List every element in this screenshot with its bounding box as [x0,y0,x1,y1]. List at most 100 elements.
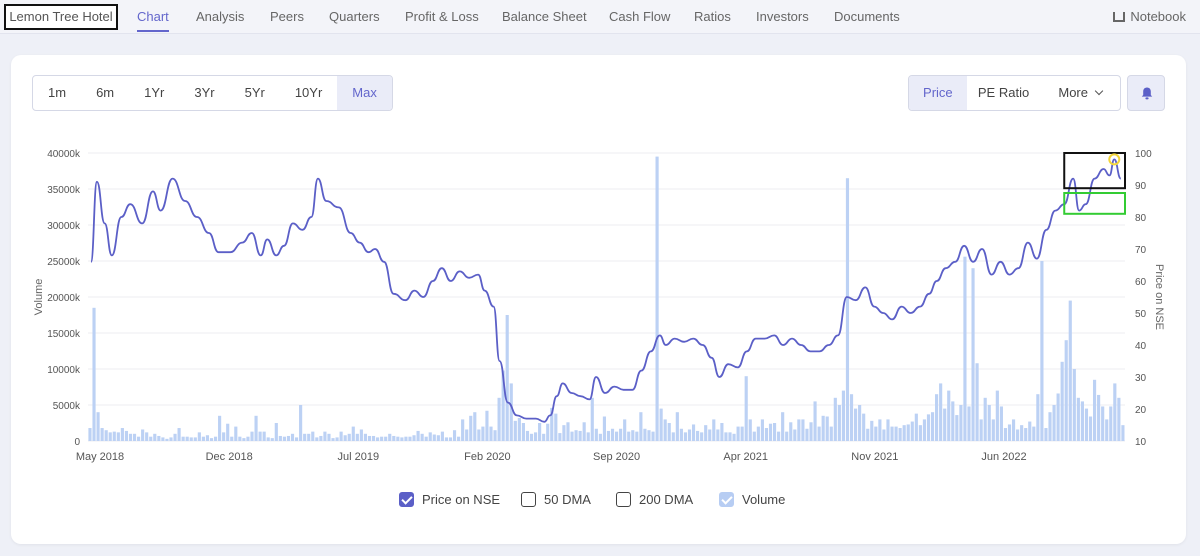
volume-bar [821,415,825,441]
volume-bar [829,426,833,441]
volume-bar [461,419,465,441]
volume-bar [485,410,489,441]
volume-bar [712,419,716,441]
volume-bar [951,401,955,441]
volume-bar [740,426,744,441]
volume-bar [331,438,335,441]
volume-bar [497,397,501,441]
volume-bar [457,436,461,441]
x-tick-label: Nov 2021 [851,451,898,463]
range-10yr[interactable]: 10Yr [294,85,323,100]
volume-bar [1072,369,1076,441]
notebook-link[interactable]: Notebook [1113,9,1186,24]
volume-bar [250,431,254,441]
legend-50-dma[interactable]: 50 DMA [521,490,591,508]
legend-volume[interactable]: Volume [719,490,785,508]
tab-profit-loss[interactable]: Profit & Loss [405,9,479,24]
volume-bar [141,429,145,441]
volume-bar [914,413,918,441]
volume-bar [955,415,959,441]
volume-bar [1121,425,1125,441]
metric-more-dropdown[interactable]: More [1040,76,1120,110]
volume-bar [752,431,756,441]
volume-bar [768,423,773,441]
tab-documents[interactable]: Documents [834,9,900,24]
range-max[interactable]: Max [337,76,392,110]
volume-bar [424,436,428,441]
volume-bar [1020,425,1024,441]
volume-bar [947,390,951,441]
tab-chart[interactable]: Chart [137,9,169,24]
checkbox-unchecked-icon [616,491,631,507]
legend-volume-label: Volume [742,491,786,507]
volume-bar [619,428,623,441]
volume-bar [88,428,92,441]
tab-investors[interactable]: Investors [756,9,809,24]
range-1yr[interactable]: 1Yr [144,85,165,100]
volume-bar [805,428,809,441]
volume-bar [833,397,837,441]
tab-peers[interactable]: Peers [270,9,304,24]
checkbox-checked-icon [399,491,414,507]
volume-bar [149,436,153,441]
y-left-tick-label: 25000k [47,257,81,268]
volume-bar [602,416,606,441]
volume-bar [124,430,129,441]
volume-bar [1040,261,1044,441]
legend-price-on-nse[interactable]: Price on NSE [399,490,500,508]
annotations [1063,152,1126,215]
range-3yr[interactable]: 3Yr [194,85,215,100]
volume-bar [404,436,408,441]
tab-ratios[interactable]: Ratios [694,9,731,24]
alert-button[interactable] [1127,75,1165,111]
volume-bar [943,408,947,441]
volume-bar [157,435,161,441]
tab-cash-flow[interactable]: Cash Flow [609,9,671,24]
volume-bar [708,429,712,441]
range-5yr[interactable]: 5Yr [244,85,265,100]
volume-bar [939,383,943,441]
volume-bar [416,430,420,441]
tab-analysis[interactable]: Analysis [196,9,245,24]
tab-balance-sheet[interactable]: Balance Sheet [502,9,587,24]
volume-bar [218,415,222,441]
volume-bar [282,436,286,441]
volume-bar [274,423,278,441]
volume-bar [777,431,781,441]
volume-bar [1044,428,1048,441]
volume-bar [335,437,339,441]
volume-bar [983,397,987,441]
range-1m[interactable]: 1m [48,85,67,100]
volume-bar [145,432,149,441]
volume-bar [866,428,870,441]
volume-bar [258,431,262,441]
volume-bar [971,268,975,441]
y-left-tick-label: 15000k [47,329,81,340]
volume-bar [675,412,679,441]
volume-bar [574,430,578,441]
range-6m[interactable]: 6m [96,85,115,100]
volume-bar [655,156,659,441]
legend-200-dma[interactable]: 200 DMA [616,490,693,508]
price-line-group [90,158,1122,423]
volume-bar [849,394,854,441]
volume-bar [1064,340,1068,441]
volume-bar [311,431,315,441]
tab-quarters[interactable]: Quarters [329,9,380,24]
volume-bar [355,433,359,441]
volume-bar [226,423,230,441]
metric-price-button[interactable]: Price [909,76,967,110]
volume-bar [858,405,862,441]
volume-bar [278,435,282,441]
y-left-tick-label: 0 [74,437,80,448]
y-left-tick-label: 5000k [53,401,81,412]
metric-pe-ratio-button[interactable]: PE Ratio [977,85,1030,100]
y-right-axis-title: Price on NSE [1153,264,1165,330]
checkbox-checked-icon [719,491,734,507]
volume-bar [772,423,777,441]
volume-bar [92,307,96,441]
volume-bar [679,428,683,441]
company-name-box[interactable]: Lemon Tree Hotel [4,4,118,30]
volume-bar [185,436,189,441]
